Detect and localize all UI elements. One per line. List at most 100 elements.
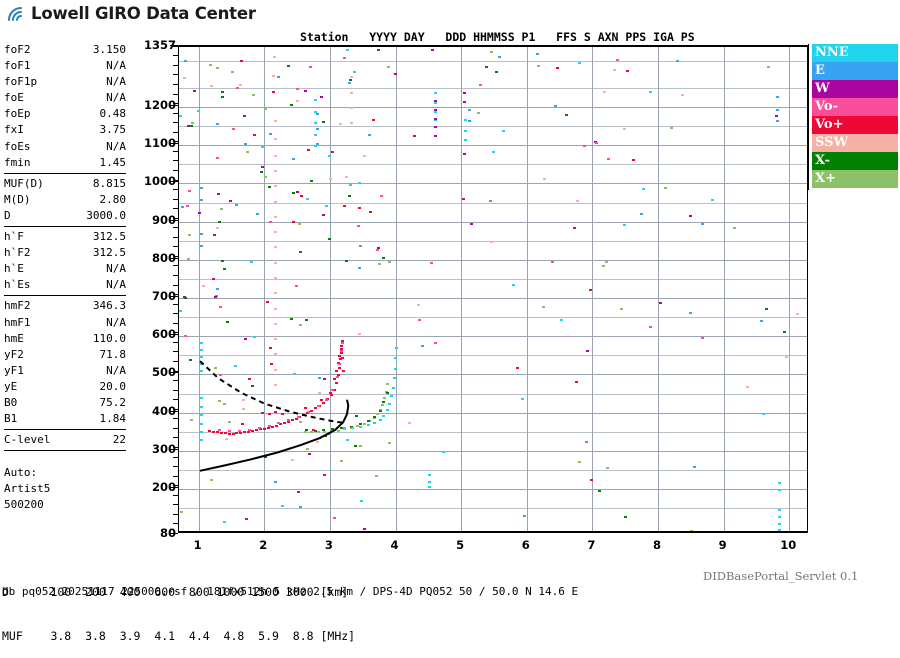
parameter-table: foF2 3.150 foF1 N/A foF1p N/A foE N/A foEp 0.48 fx… <box>4 42 126 453</box>
y-axis-tick-minor <box>173 389 178 391</box>
param-row-fxi: fxI 3.75 <box>4 122 126 138</box>
echo-speckle <box>388 261 392 264</box>
data-point-vo <box>339 351 343 354</box>
data-point-w <box>462 100 466 103</box>
echo-speckle <box>358 444 362 447</box>
echo-speckle <box>616 58 620 61</box>
echo-speckle <box>412 135 416 138</box>
legend-item-e[interactable]: E <box>812 62 898 80</box>
data-point-ssw <box>273 277 277 280</box>
y-axis-tick-minor <box>173 265 178 267</box>
echo-speckle <box>239 59 243 62</box>
data-point-vo <box>341 369 345 372</box>
data-point-nne <box>200 356 203 359</box>
data-point-x <box>385 391 389 394</box>
echo-speckle <box>349 184 353 187</box>
plot-area[interactable] <box>178 45 808 533</box>
y-axis-tick <box>170 143 178 145</box>
echo-speckle <box>632 159 636 162</box>
gridline-horizontal-minor <box>179 431 807 433</box>
data-point-x <box>336 429 340 432</box>
echo-speckle <box>328 178 332 180</box>
echo-speckle <box>354 415 358 418</box>
data-point-nne <box>200 363 203 366</box>
echo-speckle <box>193 89 197 92</box>
y-axis-tick-minor <box>173 284 178 286</box>
echo-speckle <box>287 65 291 68</box>
param-row-b1: B1 1.84 <box>4 411 126 427</box>
echo-speckle <box>185 205 189 208</box>
data-point-nne <box>428 480 432 483</box>
data-point-ssw <box>273 338 277 341</box>
echo-speckle <box>701 223 705 226</box>
legend-item-x[interactable]: X+ <box>812 170 898 188</box>
data-point-vo <box>339 358 343 361</box>
y-axis-tick <box>170 257 178 259</box>
param-row-fmin: fmin 1.45 <box>4 155 126 171</box>
data-point-nne <box>373 421 377 424</box>
param-key: yE <box>4 379 18 393</box>
echo-speckle <box>375 475 379 478</box>
echo-speckle <box>183 334 187 337</box>
y-axis-tick-label: 600 <box>151 327 176 342</box>
data-point-x <box>356 425 360 428</box>
data-point-e <box>776 95 780 98</box>
data-point-ssw <box>273 261 277 264</box>
param-row-ye: yE 20.0 <box>4 379 126 395</box>
y-axis-tick-minor <box>173 150 178 152</box>
echo-speckle <box>290 318 294 321</box>
data-point-nne <box>433 101 437 104</box>
data-point-w <box>659 301 663 304</box>
echo-speckle <box>261 145 265 148</box>
echo-speckle <box>252 93 256 96</box>
data-point-vo <box>261 411 265 414</box>
echo-speckle <box>243 115 247 118</box>
legend-item-nne[interactable]: NNE <box>812 44 898 62</box>
gridline-vertical <box>526 47 528 531</box>
echo-speckle <box>299 324 303 327</box>
y-axis-tick-minor <box>173 380 178 382</box>
gridline-horizontal <box>179 145 807 147</box>
echo-speckle <box>490 240 494 243</box>
echo-speckle <box>688 312 692 315</box>
echo-speckle <box>362 154 366 157</box>
legend-item-vo[interactable]: Vo- <box>812 98 898 116</box>
gridline-horizontal-minor <box>179 87 807 89</box>
echo-speckle <box>565 114 569 117</box>
station-header-labels: Station YYYY DAY DDD HHMMSS P1 FFS S AXN… <box>300 30 695 44</box>
echo-speckle <box>317 392 321 395</box>
ionogram-plot[interactable] <box>178 45 808 533</box>
echo-speckle <box>242 398 246 401</box>
echo-speckle <box>348 78 352 81</box>
data-point-ssw <box>273 170 277 173</box>
echo-speckle <box>295 190 299 193</box>
y-axis-tick-minor <box>173 103 178 105</box>
param-divider <box>4 295 126 297</box>
legend-item-ssw[interactable]: SSW <box>812 134 898 152</box>
echo-speckle <box>291 157 295 160</box>
gridline-vertical <box>198 47 200 531</box>
param-divider <box>4 172 126 174</box>
legend-item-x[interactable]: X- <box>812 152 898 170</box>
echo-speckle <box>264 175 268 178</box>
data-point-vo <box>316 405 320 408</box>
echo-speckle <box>760 320 764 323</box>
gridline-horizontal-minor <box>179 278 807 280</box>
y-axis-tick-minor <box>173 55 178 57</box>
legend-item-vo[interactable]: Vo+ <box>812 116 898 134</box>
echo-speckle <box>250 384 254 387</box>
data-point-vo <box>306 411 310 414</box>
echo-speckle <box>231 70 235 73</box>
y-axis-tick <box>170 104 178 106</box>
legend-item-w[interactable]: W <box>812 80 898 98</box>
gridline-horizontal-minor <box>179 355 807 357</box>
echo-speckle <box>216 226 220 229</box>
echo-speckle <box>218 374 222 377</box>
data-point-vo <box>331 389 335 392</box>
param-divider <box>4 226 126 228</box>
echo-speckle <box>420 345 424 348</box>
y-axis-tick-minor <box>173 217 178 219</box>
echo-speckle <box>491 151 495 154</box>
echo-speckle <box>590 478 594 481</box>
y-axis-tick-minor <box>173 45 178 47</box>
